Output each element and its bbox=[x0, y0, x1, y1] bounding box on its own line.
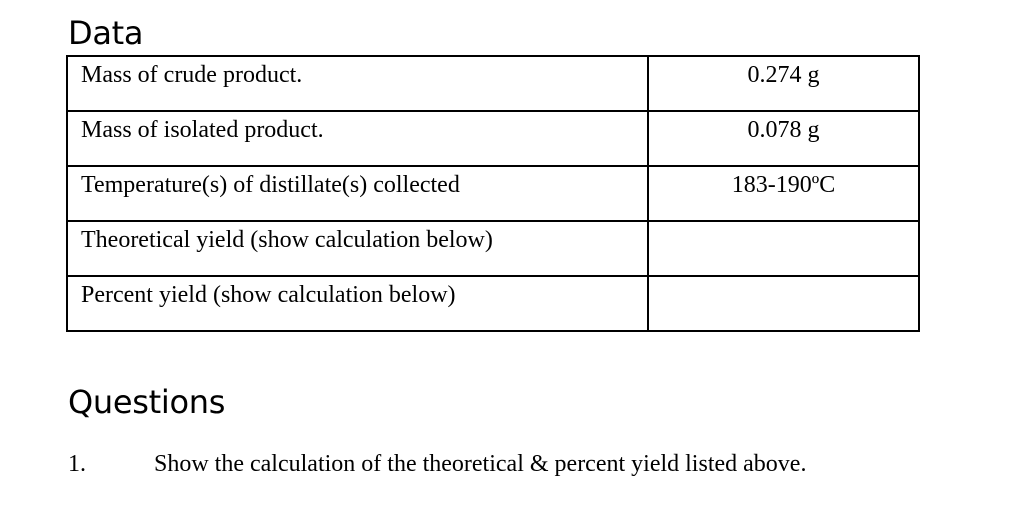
row-value-cell: 183-190ºC bbox=[647, 165, 920, 222]
row-label-cell: Mass of crude product. bbox=[66, 55, 649, 112]
data-heading: Data bbox=[68, 14, 144, 52]
data-table: Mass of crude product. 0.274 g Mass of i… bbox=[66, 55, 920, 332]
table-row: Mass of isolated product. 0.078 g bbox=[66, 110, 920, 167]
question-item: 1. Show the calculation of the theoretica… bbox=[68, 451, 806, 479]
row-value-cell bbox=[647, 275, 920, 332]
row-label-cell: Theoretical yield (show calculation belo… bbox=[66, 220, 649, 277]
questions-heading: Questions bbox=[68, 383, 226, 421]
row-label-cell: Mass of isolated product. bbox=[66, 110, 649, 167]
row-value-cell: 0.274 g bbox=[647, 55, 920, 112]
table-row: Mass of crude product. 0.274 g bbox=[66, 55, 920, 112]
question-number: 1. bbox=[68, 451, 86, 477]
table-row: Percent yield (show calculation below) bbox=[66, 275, 920, 332]
table-row: Theoretical yield (show calculation belo… bbox=[66, 220, 920, 277]
row-label-cell: Percent yield (show calculation below) bbox=[66, 275, 649, 332]
table-row: Temperature(s) of distillate(s) collecte… bbox=[66, 165, 920, 222]
question-text: Show the calculation of the theoretical … bbox=[154, 451, 807, 477]
row-value-cell bbox=[647, 220, 920, 277]
row-value-cell: 0.078 g bbox=[647, 110, 920, 167]
row-label-cell: Temperature(s) of distillate(s) collecte… bbox=[66, 165, 649, 222]
